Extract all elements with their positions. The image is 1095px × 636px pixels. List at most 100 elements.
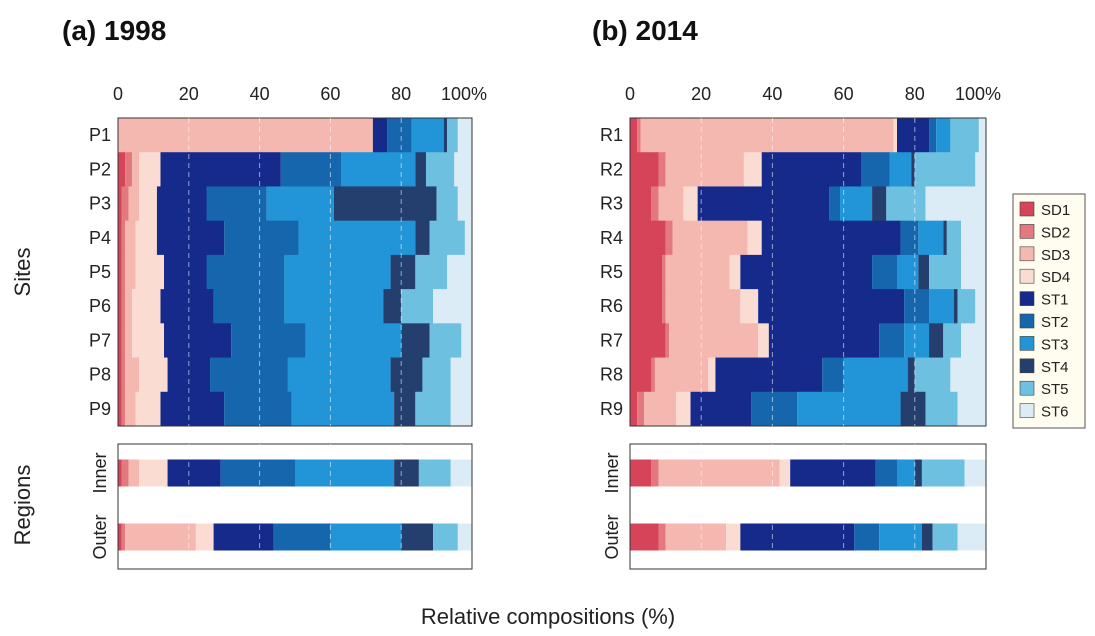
legend-label-sd2: SD2 xyxy=(1041,224,1070,241)
panel-a: (a) 1998 0 20 40 60 80 100% P1 P2 P3 P4 P5 P6 P7 P8 P9 I… xyxy=(62,15,487,570)
bar-segment-st2 xyxy=(929,118,937,153)
legend-swatch-sd2 xyxy=(1019,224,1035,239)
site-bar-p3 xyxy=(118,186,472,222)
bar-segment-st3 xyxy=(411,118,444,153)
bar-segment-st4 xyxy=(390,357,423,393)
bar-segment-st6 xyxy=(447,254,472,290)
bar-segment-sd2 xyxy=(665,323,670,359)
bar-segment-sd2 xyxy=(125,152,133,187)
bar-segment-sd2 xyxy=(121,391,126,427)
bar-segment-st6 xyxy=(457,523,472,551)
legend-swatch-sd3 xyxy=(1019,246,1035,262)
bar-segment-st6 xyxy=(457,186,472,222)
bar-segment-sd2 xyxy=(658,523,666,551)
bar-segment-sd1 xyxy=(630,523,659,551)
site-label: R4 xyxy=(600,228,623,248)
bar-segment-sd1 xyxy=(630,391,638,427)
site-bar-r7 xyxy=(630,323,986,359)
bar-segment-sd4 xyxy=(726,523,741,551)
bar-segment-st4 xyxy=(900,391,926,427)
bar-segment-st1 xyxy=(761,220,901,256)
bar-segment-sd1 xyxy=(118,391,122,427)
bar-segment-st6 xyxy=(925,186,986,222)
bar-segment-sd2 xyxy=(121,357,126,393)
site-label: P8 xyxy=(89,365,111,385)
bar-segment-sd3 xyxy=(125,357,140,393)
bar-segment-sd4 xyxy=(135,220,157,256)
bar-segment-sd4 xyxy=(132,323,165,359)
bar-segment-st1 xyxy=(160,152,281,187)
bar-segment-sd1 xyxy=(118,523,122,551)
bar-segment-sd1 xyxy=(630,118,638,153)
bar-segment-sd3 xyxy=(658,186,684,222)
bar-segment-sd1 xyxy=(630,459,652,487)
bar-segment-st5 xyxy=(914,152,976,187)
bar-segment-sd1 xyxy=(630,289,663,324)
bar-segment-st5 xyxy=(914,357,951,393)
bar-segment-st6 xyxy=(957,391,986,427)
bar-segment-sd4 xyxy=(758,323,769,359)
region-bar-outer xyxy=(118,523,472,551)
bar-segment-sd2 xyxy=(637,391,645,427)
x-axis-title: Relative compositions (%) xyxy=(421,604,675,629)
site-label: P9 xyxy=(89,399,111,419)
bar-segment-st3 xyxy=(295,459,395,487)
bar-segment-st3 xyxy=(936,118,951,153)
bar-segment-st6 xyxy=(961,220,986,256)
bar-segment-sd4 xyxy=(708,357,716,393)
legend-swatch-st4 xyxy=(1019,358,1035,374)
bar-segment-st1 xyxy=(740,523,855,551)
bar-segment-st2 xyxy=(822,357,844,393)
bar-segment-st1 xyxy=(167,459,221,487)
legend-label-sd1: SD1 xyxy=(1041,202,1070,219)
bar-segment-st3 xyxy=(879,523,922,551)
bar-segment-sd1 xyxy=(118,186,122,222)
bar-segment-st5 xyxy=(886,186,926,222)
bar-segment-sd2 xyxy=(637,118,641,153)
legend-label-st1: ST1 xyxy=(1041,292,1069,309)
bar-segment-st2 xyxy=(206,186,267,222)
bar-segment-sd1 xyxy=(630,186,652,222)
regions-frame xyxy=(629,443,987,570)
bar-segment-st6 xyxy=(950,357,986,393)
bar-segment-st2 xyxy=(900,220,919,256)
legend-label-st6: ST6 xyxy=(1041,404,1069,421)
region-bar-inner xyxy=(118,459,472,487)
legend-swatch-sd1 xyxy=(1019,201,1035,217)
bar-segment-st4 xyxy=(390,254,416,290)
bar-segment-st3 xyxy=(918,220,944,256)
bar-segment-st2 xyxy=(213,289,285,324)
bar-segment-sd2 xyxy=(662,254,666,290)
bar-segment-st1 xyxy=(790,459,876,487)
site-bar-p2 xyxy=(118,152,472,187)
bar-segment-st1 xyxy=(160,391,225,427)
bar-segment-st2 xyxy=(875,459,897,487)
bar-segment-st2 xyxy=(872,254,897,290)
bar-segment-sd3 xyxy=(132,152,140,187)
bar-segment-sd4 xyxy=(747,220,762,256)
bar-segment-st2 xyxy=(751,391,798,427)
bar-segment-st5 xyxy=(929,254,962,290)
y-axis-title-regions: Regions xyxy=(10,465,35,546)
x-tick-label: 60 xyxy=(834,84,854,104)
bar-segment-sd4 xyxy=(139,357,168,393)
region-label: Inner xyxy=(90,452,110,493)
bar-segment-sd1 xyxy=(630,152,659,187)
bar-segment-sd2 xyxy=(651,357,655,393)
legend-label-st3: ST3 xyxy=(1041,336,1069,353)
site-label: R6 xyxy=(600,296,623,316)
bar-segment-st2 xyxy=(861,152,890,187)
bar-segment-st4 xyxy=(943,220,947,256)
bar-segment-st1 xyxy=(715,357,823,393)
bar-segment-st2 xyxy=(879,323,905,359)
bar-segment-st2 xyxy=(224,391,292,427)
site-bar-r5 xyxy=(630,254,986,290)
bar-segment-st5 xyxy=(447,118,458,153)
x-tick-label: 0 xyxy=(113,84,123,104)
site-label: R8 xyxy=(600,365,623,385)
bar-segment-st6 xyxy=(961,323,986,359)
x-tick-label: 20 xyxy=(179,84,199,104)
site-label: P4 xyxy=(89,228,111,248)
site-bar-p7 xyxy=(118,323,472,359)
sites-frame xyxy=(117,117,473,427)
